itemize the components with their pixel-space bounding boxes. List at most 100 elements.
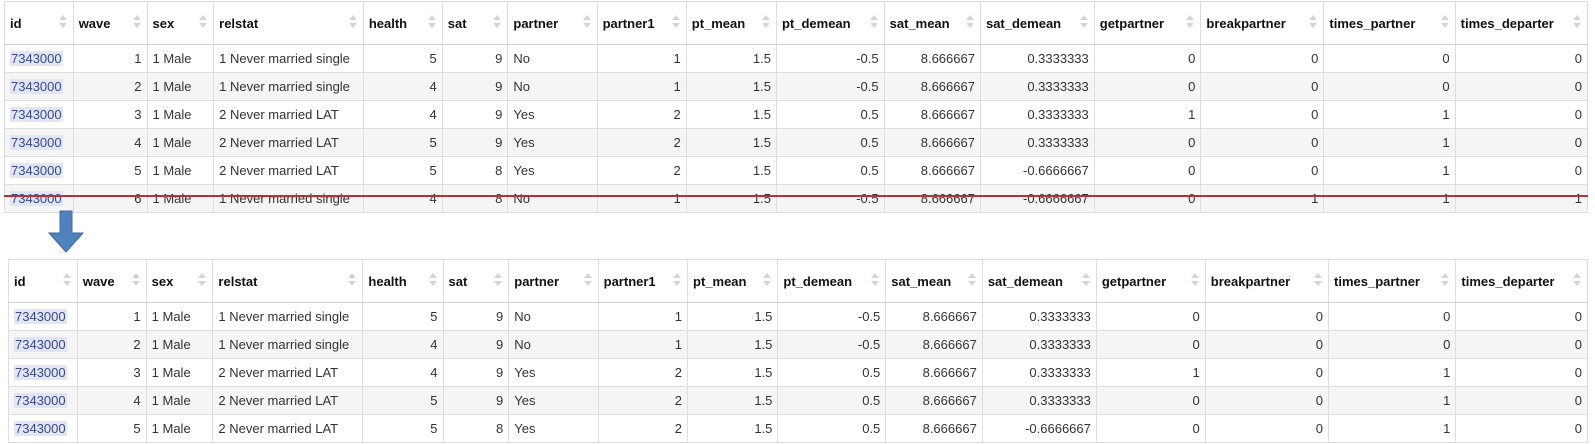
cell-id: 7343000 — [8, 414, 78, 443]
sort-arrows-icon[interactable] — [582, 14, 591, 30]
sort-arrows-icon[interactable] — [583, 272, 592, 288]
cell-health: 4 — [362, 72, 443, 101]
column-header-relstat[interactable]: relstat — [212, 259, 364, 303]
cell-times-partner: 0 — [1328, 330, 1457, 359]
cell-id: 7343000 — [8, 358, 78, 387]
sort-arrows-icon[interactable] — [348, 14, 357, 30]
cell-times-partner: 0 — [1323, 44, 1456, 73]
sort-arrows-icon[interactable] — [1440, 14, 1449, 30]
cell-sat-demean: 0.3333333 — [981, 330, 1097, 359]
cell-id: 7343000 — [4, 72, 74, 101]
column-header-label: times_partner — [1334, 273, 1420, 289]
cell-sat-demean: 0.3333333 — [979, 128, 1095, 157]
cell-id: 7343000 — [4, 44, 74, 73]
column-header-sat[interactable]: sat — [442, 259, 510, 303]
cell-id: 7343000 — [8, 302, 78, 331]
cell-sat-demean: 0.3333333 — [981, 386, 1097, 415]
sort-arrows-icon[interactable] — [1573, 14, 1581, 30]
cell-breakpartner: 0 — [1200, 100, 1325, 129]
sort-arrows-icon[interactable] — [1314, 272, 1323, 288]
cell-sat-demean: -0.6666667 — [979, 156, 1095, 185]
column-header-pt-mean[interactable]: pt_mean — [685, 1, 777, 45]
sort-arrows-icon[interactable] — [1186, 14, 1195, 30]
column-header-breakpartner[interactable]: breakpartner — [1204, 259, 1330, 303]
column-header-id[interactable]: id — [8, 259, 78, 303]
column-header-label: pt_demean — [783, 273, 853, 289]
column-header-sat-mean[interactable]: sat_mean — [885, 259, 983, 303]
sort-arrows-icon[interactable] — [1309, 14, 1318, 30]
table-row: 7343000 1 1 Male 1 Never married single 5 9 No… — [8, 302, 1588, 331]
sort-arrows-icon[interactable] — [427, 14, 436, 30]
cell-breakpartner: 1 — [1200, 184, 1325, 213]
column-header-label: sat_mean — [889, 15, 950, 31]
cell-pt-mean: 1.5 — [685, 100, 777, 129]
column-header-pt-demean[interactable]: pt_demean — [777, 259, 887, 303]
column-header-partner[interactable]: partner — [507, 1, 598, 45]
cell-breakpartner: 0 — [1204, 330, 1330, 359]
sort-arrows-icon[interactable] — [967, 272, 976, 288]
cell-health: 5 — [362, 44, 443, 73]
sort-arrows-icon[interactable] — [199, 14, 208, 30]
cell-sat-mean: 8.666667 — [885, 414, 983, 443]
cell-partner1: 1 — [597, 302, 689, 331]
sort-arrows-icon[interactable] — [493, 14, 502, 30]
cell-wave: 2 — [72, 72, 148, 101]
column-header-getpartner[interactable]: getpartner — [1095, 259, 1206, 303]
sort-arrows-icon[interactable] — [671, 14, 680, 30]
column-header-health[interactable]: health — [362, 259, 444, 303]
sort-arrows-icon[interactable] — [494, 272, 503, 288]
column-header-sex[interactable]: sex — [145, 259, 214, 303]
column-header-health[interactable]: health — [362, 1, 443, 45]
column-header-sat-demean[interactable]: sat_demean — [981, 259, 1097, 303]
sort-arrows-icon[interactable] — [965, 14, 974, 30]
column-header-times-partner[interactable]: times_partner — [1328, 259, 1457, 303]
sort-arrows-icon[interactable] — [871, 272, 880, 288]
column-header-sex[interactable]: sex — [146, 1, 215, 45]
sort-arrows-icon[interactable] — [348, 272, 357, 288]
column-header-sat[interactable]: sat — [441, 1, 509, 45]
sort-arrows-icon[interactable] — [763, 272, 772, 288]
table-row: 7343000 5 1 Male 2 Never married LAT 5 8 Yes 2 1… — [8, 414, 1588, 443]
sort-arrows-icon[interactable] — [1441, 272, 1450, 288]
sort-arrows-icon[interactable] — [428, 272, 437, 288]
column-header-partner[interactable]: partner — [508, 259, 599, 303]
column-header-sat-demean[interactable]: sat_demean — [979, 1, 1095, 45]
sort-arrows-icon[interactable] — [1081, 272, 1090, 288]
table-row: 7343000 3 1 Male 2 Never married LAT 4 9 Yes 2 1… — [8, 358, 1588, 387]
cell-getpartner: 0 — [1093, 156, 1202, 185]
sort-arrows-icon[interactable] — [673, 272, 682, 288]
sort-arrows-icon[interactable] — [131, 272, 140, 288]
cell-partner1: 1 — [596, 72, 687, 101]
sort-arrows-icon[interactable] — [58, 14, 67, 30]
sort-arrows-icon[interactable] — [869, 14, 878, 30]
column-header-id[interactable]: id — [4, 1, 74, 45]
column-header-partner1[interactable]: partner1 — [596, 1, 687, 45]
column-header-getpartner[interactable]: getpartner — [1093, 1, 1202, 45]
cell-sat: 9 — [442, 358, 510, 387]
sort-arrows-icon[interactable] — [1190, 272, 1199, 288]
cell-partner: No — [508, 302, 599, 331]
sort-arrows-icon[interactable] — [198, 272, 207, 288]
cell-pt-mean: 1.5 — [685, 128, 777, 157]
sort-arrows-icon[interactable] — [62, 272, 71, 288]
column-header-wave[interactable]: wave — [72, 1, 148, 45]
column-header-sat-mean[interactable]: sat_mean — [883, 1, 981, 45]
column-header-relstat[interactable]: relstat — [213, 1, 364, 45]
cell-sex: 1 Male — [146, 100, 215, 129]
sort-arrows-icon[interactable] — [761, 14, 770, 30]
sort-arrows-icon[interactable] — [1573, 272, 1581, 288]
sort-arrows-icon[interactable] — [132, 14, 141, 30]
column-header-times-departer[interactable]: times_departer — [1454, 1, 1589, 45]
cell-sat: 9 — [442, 386, 510, 415]
column-header-times-partner[interactable]: times_partner — [1323, 1, 1456, 45]
column-header-label: id — [10, 15, 22, 31]
column-header-breakpartner[interactable]: breakpartner — [1200, 1, 1325, 45]
sort-arrows-icon[interactable] — [1079, 14, 1088, 30]
column-header-pt-demean[interactable]: pt_demean — [775, 1, 885, 45]
column-header-partner1[interactable]: partner1 — [597, 259, 689, 303]
column-header-label: getpartner — [1101, 273, 1167, 289]
column-header-pt-mean[interactable]: pt_mean — [687, 259, 779, 303]
column-header-times-departer[interactable]: times_departer — [1455, 259, 1588, 303]
column-header-wave[interactable]: wave — [76, 259, 147, 303]
cell-sat-demean: 0.3333333 — [979, 44, 1095, 73]
